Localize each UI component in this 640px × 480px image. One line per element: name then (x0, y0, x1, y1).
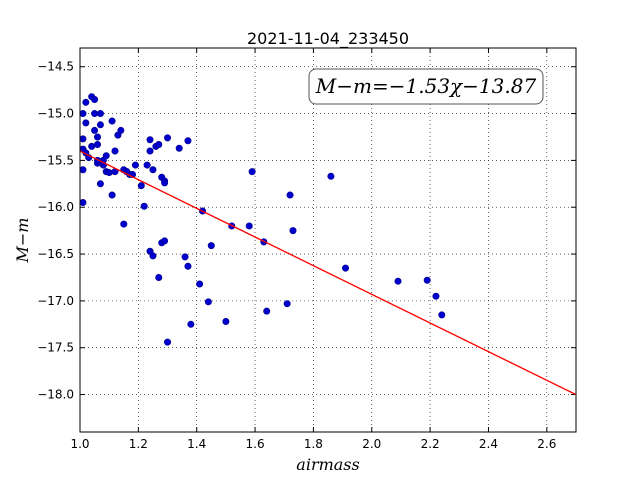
y-tick-label: −15.0 (37, 107, 74, 121)
y-tick-label: −16.5 (37, 247, 74, 261)
data-point (146, 136, 154, 144)
data-point (79, 199, 87, 207)
chart-title: 2021-11-04_233450 (247, 29, 409, 49)
grid (80, 48, 576, 432)
scatter-points (79, 93, 446, 346)
data-point (91, 96, 99, 104)
data-point (327, 172, 335, 180)
data-point (342, 264, 350, 272)
x-tick-label: 2.2 (421, 437, 440, 451)
data-point (196, 280, 204, 288)
x-tick-label: 1.0 (70, 437, 89, 451)
x-tick-label: 2.4 (479, 437, 498, 451)
data-point (102, 152, 110, 160)
fit-line (79, 150, 577, 396)
data-point (222, 317, 230, 325)
data-point (286, 191, 294, 199)
x-axis: 1.0 1.2 1.4 1.6 1.8 2.0 2.2 2.4 2.6 (70, 48, 556, 451)
data-point (423, 276, 431, 284)
data-point (79, 135, 87, 143)
data-point (187, 320, 195, 328)
data-point (161, 179, 169, 187)
data-point (105, 169, 113, 177)
data-point (108, 117, 116, 125)
data-point (79, 110, 87, 118)
y-tick-label: −16.0 (37, 200, 74, 214)
data-point (155, 273, 163, 281)
y-tick-label: −17.5 (37, 341, 74, 355)
data-point (108, 191, 116, 199)
data-point (140, 202, 148, 210)
data-point (181, 253, 189, 261)
data-point (131, 161, 139, 169)
data-point (91, 110, 99, 118)
data-point (263, 307, 271, 315)
x-tick-label: 2.6 (537, 437, 556, 451)
data-point (79, 166, 87, 174)
data-point (120, 220, 128, 228)
plot-frame (79, 47, 577, 433)
x-tick-label: 1.6 (246, 437, 265, 451)
x-tick-label: 1.8 (304, 437, 323, 451)
y-axis-label: M−m (13, 218, 32, 264)
data-point (146, 147, 154, 155)
data-point (394, 277, 402, 285)
x-axis-label: airmass (296, 455, 359, 474)
data-point (82, 98, 90, 106)
fit-equation: M−m=−1.53χ−13.87 (315, 74, 537, 98)
data-point (94, 133, 102, 141)
data-point (149, 252, 157, 260)
annotation-frame (308, 68, 544, 105)
data-point (137, 182, 145, 190)
x-tick-label: 1.4 (187, 437, 206, 451)
annotation-box: M−m=−1.53χ−13.87 (308, 68, 544, 105)
data-point (94, 140, 102, 148)
data-point (207, 242, 215, 250)
data-point (96, 110, 104, 118)
data-point (245, 222, 253, 230)
x-tick-label: 2.0 (362, 437, 381, 451)
data-point (184, 137, 192, 145)
y-tick-label: −18.0 (37, 388, 74, 402)
data-point (96, 121, 104, 129)
data-point (164, 338, 172, 346)
data-point (161, 237, 169, 245)
data-point (248, 168, 256, 176)
data-point (143, 161, 151, 169)
y-axis: −14.5 −15.0 −15.5 −16.0 −16.5 −17.0 −17.5 −18.0 (37, 60, 576, 402)
data-point (149, 166, 157, 174)
data-point (117, 126, 125, 134)
y-tick-label: −17.0 (37, 294, 74, 308)
data-point (289, 227, 297, 235)
data-point (438, 311, 446, 319)
data-point (175, 144, 183, 152)
data-point (91, 126, 99, 134)
data-point (155, 140, 163, 148)
data-point (96, 180, 104, 188)
fit-line-group (79, 150, 577, 396)
data-point (283, 300, 291, 308)
y-tick-label: −14.5 (37, 60, 74, 74)
data-point (164, 134, 172, 142)
data-point (204, 298, 212, 306)
data-point (111, 147, 119, 155)
data-point (88, 142, 96, 150)
data-point (432, 292, 440, 300)
data-point (82, 119, 90, 127)
x-tick-label: 1.2 (129, 437, 148, 451)
y-tick-label: −15.5 (37, 153, 74, 167)
data-point (184, 262, 192, 270)
